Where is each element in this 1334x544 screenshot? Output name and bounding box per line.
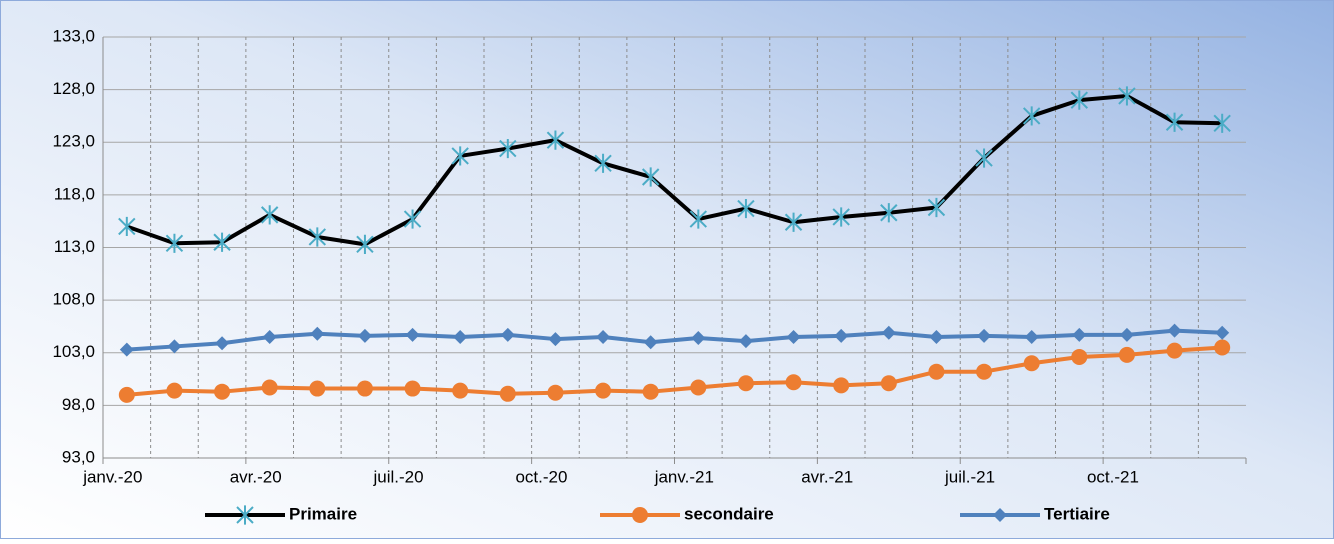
marker — [547, 384, 564, 401]
marker — [977, 328, 992, 343]
marker — [641, 167, 660, 187]
marker — [833, 377, 850, 394]
marker — [356, 380, 373, 397]
marker — [261, 379, 278, 396]
x-tick-label: oct.-20 — [515, 467, 567, 486]
marker — [738, 334, 753, 349]
marker — [357, 328, 372, 343]
marker — [880, 203, 898, 223]
x-tick-label: janv.-20 — [82, 467, 142, 486]
marker — [1022, 106, 1041, 126]
marker — [642, 383, 659, 400]
marker — [880, 375, 897, 392]
marker — [786, 329, 801, 344]
marker — [643, 335, 658, 350]
marker — [927, 197, 946, 218]
x-tick-label: avr.-20 — [230, 467, 282, 486]
marker — [594, 153, 612, 173]
marker — [262, 329, 277, 344]
marker — [832, 207, 850, 227]
marker — [548, 332, 563, 347]
marker — [976, 363, 993, 380]
marker — [453, 329, 468, 344]
marker — [1071, 348, 1088, 365]
x-tick-label: juil.-21 — [944, 467, 995, 486]
marker — [452, 382, 469, 399]
marker — [500, 327, 515, 342]
marker — [166, 382, 183, 399]
marker — [1166, 342, 1183, 359]
marker — [929, 329, 944, 344]
marker — [165, 233, 184, 253]
marker — [405, 327, 420, 342]
marker — [309, 380, 326, 397]
marker — [1118, 86, 1136, 106]
marker — [215, 336, 230, 351]
legend-marker — [236, 505, 254, 525]
marker — [737, 198, 755, 219]
marker — [1214, 339, 1231, 356]
marker — [1165, 112, 1184, 132]
marker — [404, 380, 421, 397]
marker — [689, 209, 708, 229]
y-tick-label: 98,0 — [62, 395, 95, 414]
marker — [784, 212, 803, 232]
marker — [1167, 323, 1182, 338]
legend-marker — [993, 508, 1007, 522]
marker — [499, 138, 517, 159]
marker — [1118, 346, 1135, 363]
marker — [451, 146, 469, 166]
marker — [691, 331, 706, 346]
y-tick-label: 103,0 — [52, 342, 95, 361]
marker — [928, 363, 945, 380]
y-tick-label: 133,0 — [52, 26, 95, 45]
marker — [881, 325, 896, 340]
series-line — [126, 328, 1223, 352]
marker — [975, 148, 993, 168]
marker — [1215, 325, 1230, 340]
marker — [403, 209, 422, 229]
marker — [260, 205, 279, 225]
marker — [690, 379, 707, 396]
marker — [310, 326, 325, 341]
x-tick-label: janv.-21 — [654, 467, 714, 486]
x-tick-label: juil.-20 — [373, 467, 424, 486]
marker — [834, 328, 849, 343]
marker — [737, 375, 754, 392]
legend-label: secondaire — [684, 504, 774, 523]
marker — [213, 232, 231, 252]
marker — [1070, 90, 1089, 110]
marker — [1072, 327, 1087, 342]
x-tick-label: oct.-21 — [1087, 467, 1139, 486]
y-tick-label: 123,0 — [52, 132, 95, 151]
legend-label: Tertiaire — [1044, 504, 1110, 523]
marker — [785, 374, 802, 391]
marker — [1023, 355, 1040, 372]
legend-marker — [632, 507, 648, 523]
legend-label: Primaire — [289, 504, 357, 523]
marker — [356, 234, 374, 254]
marker — [118, 386, 135, 403]
marker — [308, 227, 327, 247]
marker — [214, 383, 231, 400]
y-tick-label: 108,0 — [52, 290, 95, 309]
marker — [595, 382, 612, 399]
marker — [119, 342, 134, 357]
y-tick-label: 113,0 — [54, 237, 95, 256]
marker — [167, 339, 182, 354]
marker — [1024, 329, 1039, 344]
x-tick-label: avr.-21 — [801, 467, 853, 486]
marker — [546, 130, 565, 150]
marker — [499, 385, 516, 402]
marker — [1213, 113, 1231, 133]
series-line — [126, 93, 1223, 247]
y-tick-label: 128,0 — [52, 79, 95, 98]
marker — [118, 216, 136, 237]
y-tick-label: 118,0 — [54, 184, 95, 203]
marker — [596, 329, 611, 344]
y-tick-label: 93,0 — [62, 447, 95, 466]
marker — [1119, 327, 1134, 342]
